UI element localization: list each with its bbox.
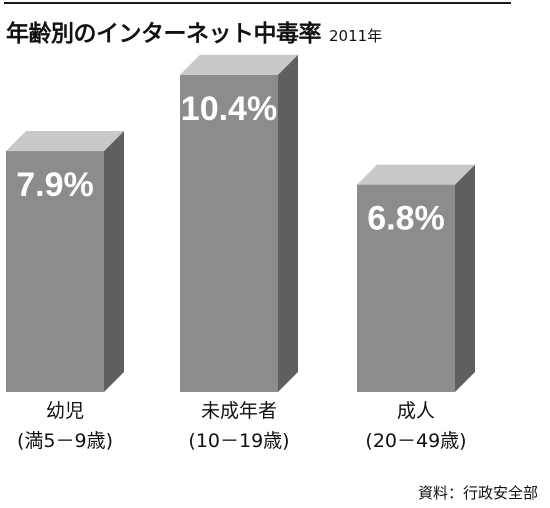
bar xyxy=(6,151,104,392)
chart-year: 2011年 xyxy=(329,27,383,45)
bar-side xyxy=(278,54,298,393)
bar-group: 7.9% 幼児 (満5－9歳) xyxy=(6,131,124,452)
category-label: (20－49歳) xyxy=(365,430,466,452)
bar-top xyxy=(357,164,475,185)
top-rule xyxy=(4,2,511,4)
bar-top xyxy=(180,54,298,75)
category-label: (満5－9歳) xyxy=(17,430,113,452)
chart-header: 年齢別のインターネット中毒率 2011年 xyxy=(6,14,382,48)
bar-group: 10.4% 未成年者 (10－19歳) xyxy=(180,54,298,452)
data-label: 6.8% xyxy=(367,200,445,238)
category-label: 成人 xyxy=(397,400,435,422)
source-note: 資料：行政安全部 xyxy=(417,484,538,502)
chart-title: 年齢別のインターネット中毒率 xyxy=(6,21,322,47)
category-label: (10－19歳) xyxy=(188,430,289,452)
bar-side xyxy=(104,131,124,393)
bar-group: 6.8% 成人 (20－49歳) xyxy=(357,164,475,452)
data-label: 7.9% xyxy=(16,166,94,204)
bar xyxy=(180,74,278,393)
data-label: 10.4% xyxy=(181,90,277,128)
category-label: 幼児 xyxy=(46,400,84,422)
bar-top xyxy=(6,131,124,152)
bar-side xyxy=(455,164,475,392)
category-label: 未成年者 xyxy=(201,400,277,422)
bar xyxy=(357,184,455,392)
